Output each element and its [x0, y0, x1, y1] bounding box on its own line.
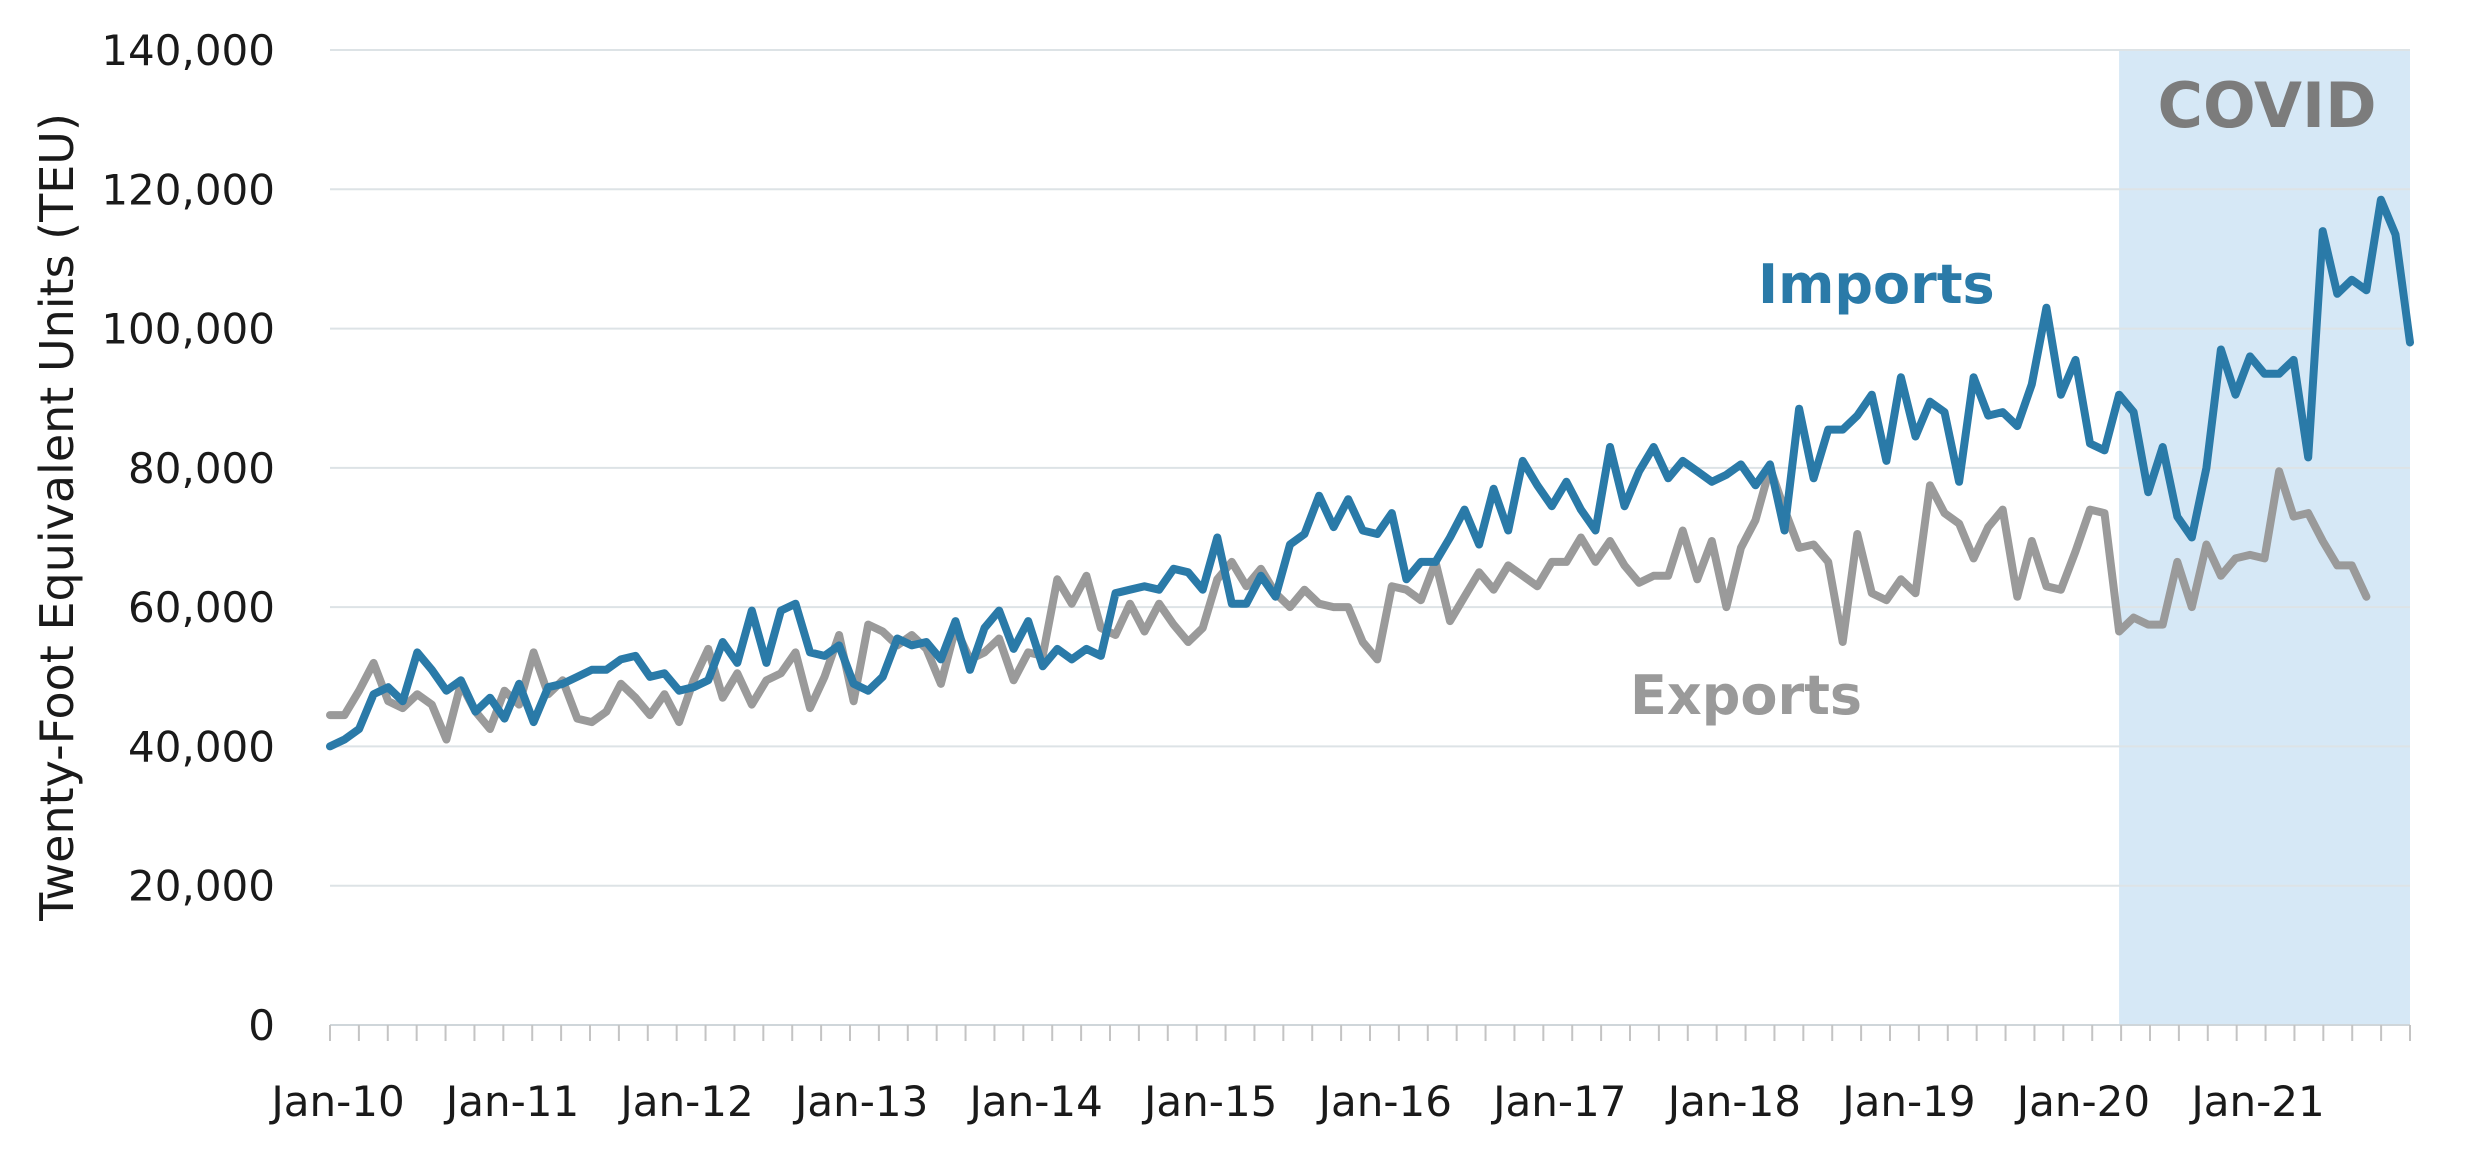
series-label-imports: Imports — [1758, 253, 1995, 316]
y-tick-label: 80,000 — [128, 444, 275, 493]
series-lines — [326, 195, 2414, 751]
x-tick-label: Jan-13 — [792, 1077, 928, 1126]
series-label-exports: Exports — [1630, 664, 1862, 727]
x-tick-label: Jan-14 — [967, 1077, 1103, 1126]
covid-label: COVID — [2157, 69, 2376, 142]
y-axis-ticks: 0 20,000 40,000 60,000 80,000 100,000 120,000 1… — [101, 26, 275, 1050]
x-tick-label: Jan-21 — [2188, 1077, 2324, 1126]
series-line-imports — [326, 195, 2414, 751]
x-tick-label: Jan-11 — [443, 1077, 579, 1126]
y-tick-label: 60,000 — [128, 583, 275, 632]
y-tick-label: 20,000 — [128, 862, 275, 911]
y-tick-label: 140,000 — [101, 26, 275, 75]
series-labels: COVID Imports Exports — [1630, 69, 2377, 727]
x-tick-label: Jan-15 — [1141, 1077, 1277, 1126]
x-tick-label: Jan-19 — [1839, 1077, 1975, 1126]
x-tick-label: Jan-17 — [1490, 1077, 1626, 1126]
y-axis-title: Twenty-Foot Equivalent Units (TEU) — [30, 113, 84, 922]
series-line-exports — [326, 463, 2371, 744]
x-tick-label: Jan-18 — [1665, 1077, 1801, 1126]
x-tick-label: Jan-20 — [2014, 1077, 2150, 1126]
y-tick-label: 120,000 — [101, 165, 275, 214]
y-tick-label: 0 — [248, 1001, 275, 1050]
y-tick-label: 100,000 — [101, 305, 275, 354]
gridlines — [330, 49, 2410, 887]
y-tick-label: 40,000 — [128, 722, 275, 771]
x-tick-label: Jan-16 — [1316, 1077, 1452, 1126]
x-tick-label: Jan-12 — [617, 1077, 753, 1126]
x-tick-label: Jan-10 — [268, 1077, 404, 1126]
x-axis: Jan-10 Jan-11 Jan-12 Jan-13 Jan-14 Jan-15 Jan-… — [268, 1024, 2411, 1126]
